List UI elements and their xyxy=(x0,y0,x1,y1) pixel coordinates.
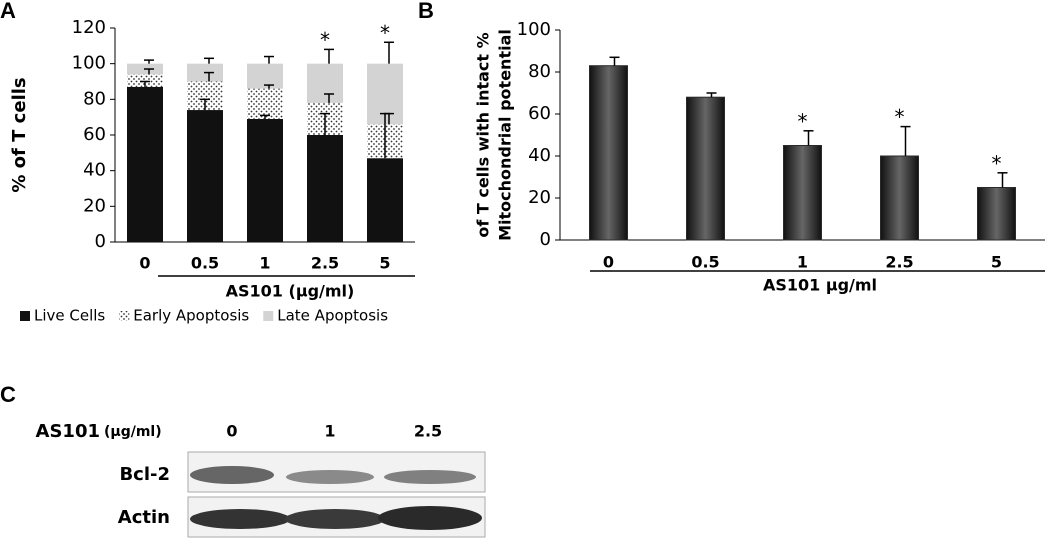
y-tick-label: 80 xyxy=(528,61,551,82)
legend-swatch xyxy=(119,311,130,321)
bar-segment xyxy=(127,86,163,242)
legend-label: Late Apoptosis xyxy=(277,307,388,325)
bar-segment xyxy=(127,74,163,87)
y-tick-label: 0 xyxy=(540,229,551,250)
bar-segment xyxy=(367,158,403,242)
x-axis-label: AS101 µg/ml xyxy=(763,276,877,295)
x-tick-label: 2.5 xyxy=(311,254,339,273)
y-tick-label: 20 xyxy=(83,195,106,216)
x-tick-label: 0 xyxy=(139,254,150,273)
bar xyxy=(880,155,919,241)
y-tick-label: 40 xyxy=(83,160,106,181)
y-axis-label: % of T cells xyxy=(9,77,30,192)
significance-marker: * xyxy=(992,151,1002,175)
legend-swatch xyxy=(263,311,274,321)
y-tick-label: 60 xyxy=(83,124,106,145)
treatment-label: AS101 xyxy=(36,421,100,442)
panel-label: C xyxy=(0,382,16,407)
panel-label: B xyxy=(418,0,434,23)
x-axis-label: AS101 (µg/ml) xyxy=(226,282,355,301)
significance-marker: * xyxy=(895,105,905,129)
row-label: Actin xyxy=(118,507,170,528)
y-tick-label: 60 xyxy=(528,103,551,124)
bar-segment xyxy=(307,135,343,242)
lane-label: 1 xyxy=(324,422,335,441)
blot-image xyxy=(187,451,486,538)
bar-segment xyxy=(247,88,283,119)
legend-label: Early Apoptosis xyxy=(133,307,249,325)
significance-marker: * xyxy=(798,109,808,133)
bar xyxy=(686,96,725,241)
y-tick-label: 80 xyxy=(83,88,106,109)
bar xyxy=(783,145,822,241)
unit-label: (µg/ml) xyxy=(104,424,162,440)
panel-label: A xyxy=(0,0,16,23)
x-tick-label: 0.5 xyxy=(691,253,719,272)
lane-label: 2.5 xyxy=(414,422,442,441)
x-tick-label: 1 xyxy=(259,254,270,273)
bar-segment xyxy=(247,118,283,242)
bar xyxy=(589,65,628,241)
x-tick-label: 1 xyxy=(797,253,808,272)
legend-label: Live Cells xyxy=(34,307,105,325)
row-label: Bcl-2 xyxy=(119,464,170,485)
bar-segment xyxy=(187,110,223,243)
y-tick-label: 100 xyxy=(517,19,551,40)
y-axis-label: Mitochondrial potential xyxy=(496,29,515,241)
x-tick-label: 0.5 xyxy=(191,254,219,273)
y-tick-label: 0 xyxy=(95,231,106,252)
x-tick-label: 5 xyxy=(991,253,1002,272)
significance-marker: * xyxy=(380,21,390,45)
lane-label: 0 xyxy=(226,422,237,441)
x-tick-label: 5 xyxy=(379,254,390,273)
y-tick-label: 40 xyxy=(528,145,551,166)
x-tick-label: 2.5 xyxy=(885,253,913,272)
y-tick-label: 20 xyxy=(528,187,551,208)
y-tick-label: 120 xyxy=(72,17,106,38)
bar-segment xyxy=(307,63,343,103)
significance-marker: * xyxy=(320,28,330,52)
legend-swatch xyxy=(20,311,30,321)
x-tick-label: 0 xyxy=(603,253,614,272)
y-tick-label: 100 xyxy=(72,53,106,74)
y-axis-label: of T cells with intact % xyxy=(474,32,493,237)
bar xyxy=(977,187,1016,241)
